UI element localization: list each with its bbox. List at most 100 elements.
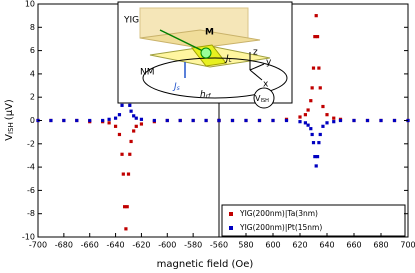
m-arrow bbox=[159, 29, 206, 53]
legend-frame bbox=[221, 204, 406, 237]
point bbox=[318, 132, 322, 137]
inset-label: NM bbox=[140, 68, 155, 78]
inset-label: VISH bbox=[255, 94, 269, 104]
point bbox=[121, 172, 125, 176]
point bbox=[314, 164, 318, 168]
point bbox=[128, 152, 132, 156]
x-tick-label: 660 bbox=[346, 241, 361, 250]
x-tick-label: -640 bbox=[106, 241, 124, 250]
point bbox=[178, 118, 182, 123]
y-label-unit: (μV) bbox=[4, 99, 15, 120]
point bbox=[165, 118, 169, 123]
x-tick-label: 700 bbox=[400, 241, 415, 250]
x-tick-label: -660 bbox=[81, 241, 99, 250]
point bbox=[125, 205, 129, 209]
point bbox=[392, 118, 397, 123]
point bbox=[317, 141, 321, 145]
point bbox=[318, 86, 322, 90]
point bbox=[315, 35, 320, 39]
point bbox=[311, 66, 316, 70]
point bbox=[124, 227, 128, 231]
point bbox=[139, 122, 144, 126]
point bbox=[191, 118, 195, 123]
legend-marker bbox=[229, 212, 233, 216]
inset-label: z bbox=[253, 48, 258, 58]
x-tick-label: -580 bbox=[184, 241, 202, 250]
point bbox=[88, 118, 92, 123]
legend: YIG(200nm)|Ta(3nm) YIG(200nm)|Pt(15nm) bbox=[221, 204, 406, 237]
point bbox=[113, 116, 118, 120]
y-tick-label: 6 bbox=[30, 46, 35, 55]
point bbox=[332, 116, 336, 120]
inset-label: Js bbox=[172, 82, 180, 92]
precession bbox=[200, 47, 212, 59]
point bbox=[315, 155, 320, 159]
circuit bbox=[142, 57, 288, 99]
y-tick-label: 8 bbox=[30, 23, 35, 32]
x-tick-label: -600 bbox=[158, 241, 176, 250]
point bbox=[230, 118, 235, 123]
y-tick-label: 4 bbox=[30, 69, 35, 78]
point bbox=[126, 172, 131, 176]
y-tick-label: -2 bbox=[27, 139, 35, 148]
y-tick-label: 10 bbox=[25, 0, 35, 9]
point bbox=[310, 132, 314, 137]
point bbox=[298, 115, 302, 119]
y-tick-label: 2 bbox=[30, 93, 35, 102]
point bbox=[314, 14, 318, 18]
point bbox=[123, 205, 127, 209]
point bbox=[309, 99, 313, 103]
x-tick-label: 600 bbox=[265, 241, 280, 250]
voltmeter bbox=[253, 87, 275, 109]
inset-label: M bbox=[205, 28, 214, 38]
inset-label: x bbox=[263, 80, 269, 90]
x-tick-label: -680 bbox=[55, 241, 73, 250]
point bbox=[134, 124, 138, 128]
point bbox=[271, 118, 275, 123]
x-tick-label: -620 bbox=[132, 241, 150, 250]
inset: YIG M NM Js hrf VISH Jc z y x bbox=[117, 1, 293, 109]
x-tick-label: -560 bbox=[210, 241, 228, 250]
point bbox=[321, 124, 325, 128]
y-tick-label: 0 bbox=[30, 116, 35, 125]
point bbox=[113, 124, 118, 128]
inset-label: J bbox=[172, 82, 177, 92]
y-tick-label: -6 bbox=[27, 186, 35, 195]
point bbox=[284, 118, 289, 123]
point bbox=[217, 118, 221, 123]
point bbox=[321, 104, 325, 109]
point bbox=[306, 108, 310, 112]
inset-label: s bbox=[177, 85, 180, 92]
legend-label: YIG(200nm)|Pt(15nm) bbox=[239, 223, 322, 232]
x-tick-label: 580 bbox=[238, 241, 253, 250]
point bbox=[129, 109, 133, 113]
inset-label: ISH bbox=[260, 98, 269, 104]
x-tick-label: 620 bbox=[292, 241, 307, 250]
inset-label: hrf bbox=[200, 90, 211, 100]
y-axis-label: VISH (μV) bbox=[4, 99, 15, 141]
point bbox=[303, 113, 307, 117]
point bbox=[128, 103, 132, 107]
inset-label: c bbox=[229, 57, 233, 64]
y-label-sub: ISH bbox=[7, 122, 15, 134]
point bbox=[313, 155, 317, 159]
x-tick-label: 640 bbox=[319, 241, 334, 250]
inset-label: Jc bbox=[224, 54, 233, 64]
x-tick-label: -700 bbox=[29, 241, 47, 250]
point bbox=[139, 117, 144, 121]
point bbox=[49, 118, 53, 123]
point bbox=[306, 123, 310, 127]
point bbox=[325, 121, 329, 125]
point bbox=[309, 127, 313, 131]
point bbox=[132, 114, 136, 118]
point bbox=[120, 152, 124, 156]
x-tick-label: 680 bbox=[373, 241, 388, 250]
axis-y bbox=[249, 63, 265, 71]
point bbox=[132, 129, 136, 133]
point bbox=[204, 118, 208, 123]
point bbox=[311, 141, 316, 145]
inset-label: y bbox=[266, 58, 272, 68]
point bbox=[379, 118, 383, 123]
point bbox=[298, 120, 302, 124]
